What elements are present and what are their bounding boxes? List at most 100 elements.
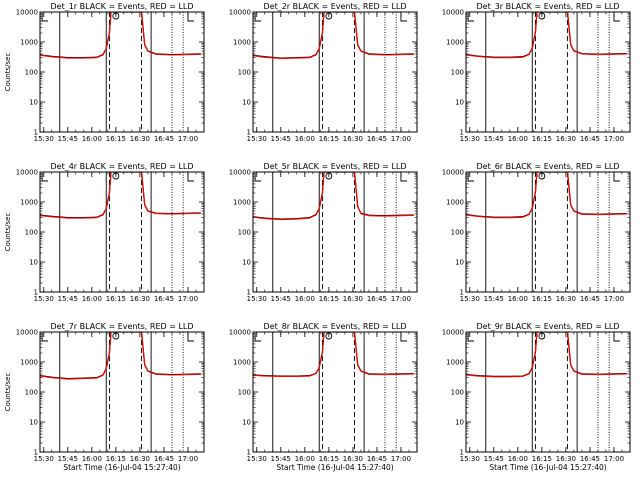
x-tick-label: 15:45 xyxy=(58,295,78,303)
y-tick-label: 10 xyxy=(455,259,464,267)
y-tick-label: 1 xyxy=(34,289,38,297)
y-tick-label: 100 xyxy=(25,69,38,77)
series-line-events xyxy=(40,172,201,219)
y-tick-label: 1000 xyxy=(446,359,464,367)
plot-frame xyxy=(465,171,631,293)
y-tick-label: 10000 xyxy=(229,329,251,337)
x-tick-label: 15:30 xyxy=(247,135,267,143)
y-tick-label: 10 xyxy=(29,419,38,427)
series-line-events xyxy=(40,332,201,380)
plot-frame xyxy=(465,331,631,453)
subplot-7: Det_7r BLACK = Events, RED = LLD Counts/s… xyxy=(4,322,205,472)
x-tick-label: 15:30 xyxy=(460,455,480,463)
x-tick-label: 15:45 xyxy=(484,455,504,463)
y-tick-label: 1 xyxy=(247,449,251,457)
x-tick-label: 17:00 xyxy=(391,455,411,463)
y-tick-label: 1000 xyxy=(20,199,38,207)
chart-title: Det_9r BLACK = Events, RED = LLD xyxy=(476,322,619,331)
x-tick-label: 16:45 xyxy=(580,455,600,463)
y-tick-label: 1000 xyxy=(233,199,251,207)
x-tick-label: 16:00 xyxy=(508,455,528,463)
subplot-9: Det_9r BLACK = Events, RED = LLD 1 10 100 10… xyxy=(442,322,631,472)
x-tick-label: 16:15 xyxy=(106,455,126,463)
x-tick-label: 15:30 xyxy=(247,455,267,463)
series-line-events xyxy=(253,12,414,59)
marker-s xyxy=(112,12,120,20)
x-tick-label: 17:00 xyxy=(391,135,411,143)
x-tick-label: 16:30 xyxy=(556,135,576,143)
series-line-lld xyxy=(253,172,414,221)
plot-frame xyxy=(252,11,418,133)
y-tick-label: 1 xyxy=(247,289,251,297)
y-tick-label: 10000 xyxy=(229,169,251,177)
series-line-events xyxy=(253,332,414,377)
subplot-5: Det_5r BLACK = Events, RED = LLD 1 10 100 10… xyxy=(229,162,418,303)
marker-l-right xyxy=(187,333,194,342)
subplot-3: Det_3r BLACK = Events, RED = LLD 1 10 100 10… xyxy=(442,2,631,143)
y-tick-label: 100 xyxy=(25,229,38,237)
marker-s xyxy=(325,332,333,340)
x-tick-label: 16:00 xyxy=(82,135,102,143)
y-tick-label: 1 xyxy=(460,129,464,137)
series-line-events xyxy=(466,332,627,378)
y-axis-label: Counts/sec xyxy=(4,213,12,252)
subplot-8: Det_8r BLACK = Events, RED = LLD 1 10 100 10… xyxy=(229,322,418,472)
y-tick-label: 1000 xyxy=(446,39,464,47)
y-axis-label: Counts/sec xyxy=(4,373,12,412)
marker-l-left xyxy=(467,173,475,182)
series-line-lld xyxy=(253,332,414,377)
x-tick-label: 15:45 xyxy=(271,295,291,303)
x-axis-label: Start Time (16-Jul-04 15:27:40) xyxy=(489,463,606,472)
x-tick-label: 16:00 xyxy=(295,455,315,463)
x-tick-label: 15:30 xyxy=(34,295,54,303)
marker-s xyxy=(538,12,546,20)
y-tick-label: 1000 xyxy=(233,39,251,47)
series-line-lld xyxy=(466,12,627,59)
y-axis-label: Counts/sec xyxy=(4,53,12,92)
series-line-events xyxy=(253,172,414,220)
chart-title: Det_8r BLACK = Events, RED = LLD xyxy=(263,322,406,331)
series-line-lld xyxy=(40,12,201,59)
series-line-lld xyxy=(253,12,414,59)
x-tick-label: 15:30 xyxy=(34,455,54,463)
x-tick-label: 15:45 xyxy=(58,455,78,463)
x-tick-label: 16:15 xyxy=(319,295,339,303)
x-tick-label: 16:15 xyxy=(532,135,552,143)
x-tick-label: 17:00 xyxy=(391,295,411,303)
x-tick-label: 16:00 xyxy=(295,295,315,303)
y-tick-label: 10 xyxy=(455,419,464,427)
x-tick-label: 16:30 xyxy=(343,455,363,463)
plot-frame xyxy=(465,11,631,133)
y-tick-label: 100 xyxy=(238,69,251,77)
x-axis-label: Start Time (16-Jul-04 15:27:40) xyxy=(276,463,393,472)
y-tick-label: 10 xyxy=(242,99,251,107)
y-tick-label: 1000 xyxy=(20,39,38,47)
marker-l-left xyxy=(254,333,262,342)
chart-title: Det_2r BLACK = Events, RED = LLD xyxy=(263,2,406,11)
x-tick-label: 15:45 xyxy=(484,135,504,143)
marker-l-left xyxy=(41,333,49,342)
y-tick-label: 10000 xyxy=(442,329,464,337)
x-tick-label: 16:30 xyxy=(556,455,576,463)
y-tick-label: 100 xyxy=(25,389,38,397)
chart-title: Det_1r BLACK = Events, RED = LLD xyxy=(50,2,193,11)
y-tick-label: 100 xyxy=(238,389,251,397)
chart-title: Det_5r BLACK = Events, RED = LLD xyxy=(263,162,406,171)
subplot-1: Det_1r BLACK = Events, RED = LLD Counts/s… xyxy=(4,2,205,143)
marker-l-left xyxy=(41,13,49,22)
x-tick-label: 15:45 xyxy=(271,135,291,143)
plot-frame xyxy=(39,11,205,133)
x-tick-label: 16:30 xyxy=(343,295,363,303)
series-line-events xyxy=(466,172,627,218)
x-axis-label: Start Time (16-Jul-04 15:27:40) xyxy=(63,463,180,472)
x-tick-label: 16:45 xyxy=(580,295,600,303)
x-tick-label: 16:45 xyxy=(580,135,600,143)
x-tick-label: 16:30 xyxy=(130,455,150,463)
x-tick-label: 16:45 xyxy=(154,455,174,463)
y-tick-label: 100 xyxy=(451,389,464,397)
y-tick-label: 100 xyxy=(451,229,464,237)
marker-s xyxy=(112,172,120,180)
subplot-6: Det_6r BLACK = Events, RED = LLD 1 10 100 10… xyxy=(442,162,631,303)
x-tick-label: 16:00 xyxy=(508,135,528,143)
